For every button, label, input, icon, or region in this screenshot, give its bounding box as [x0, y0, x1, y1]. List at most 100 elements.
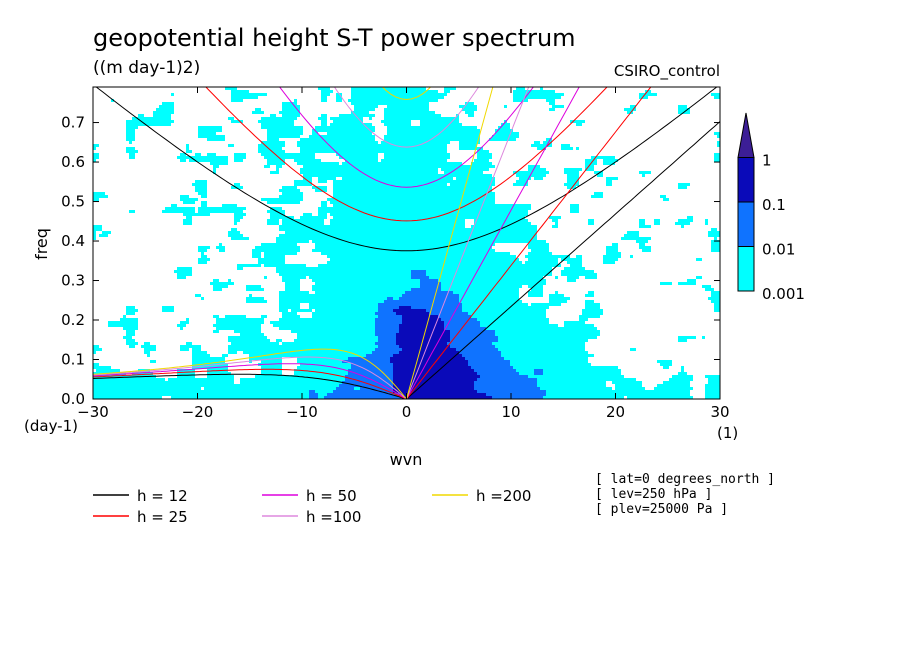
contour-cell	[399, 297, 459, 300]
contour-cell	[546, 393, 690, 396]
contour-cell	[381, 120, 411, 123]
contour-cell	[711, 93, 720, 96]
contour-cell	[210, 162, 228, 165]
x-tick-label: 20	[606, 403, 625, 421]
contour-cell	[606, 177, 618, 180]
contour-cell	[336, 96, 342, 99]
contour-cell	[528, 375, 624, 378]
contour-cell	[258, 144, 285, 147]
contour-cell	[132, 372, 153, 375]
contour-cell	[126, 123, 171, 126]
contour-cell	[516, 180, 528, 183]
contour-cell	[477, 156, 492, 159]
contour-cell	[714, 237, 717, 240]
contour-cell	[426, 309, 462, 312]
contour-cell	[252, 255, 261, 258]
contour-cell	[705, 390, 720, 393]
y-tick-label: 0.4	[61, 232, 85, 250]
contour-cell	[585, 306, 600, 309]
contour-cell	[585, 300, 594, 303]
contour-cell	[261, 315, 267, 318]
contour-cell	[210, 282, 234, 285]
contour-cell	[555, 291, 558, 294]
contour-cell	[309, 135, 375, 138]
contour-cell	[534, 369, 543, 372]
contour-cell	[162, 210, 195, 213]
curve-inertia-gravity-n1-h100	[333, 87, 480, 148]
units-label: ((m day-1)2)	[93, 58, 200, 78]
x-unit-label: (1)	[717, 424, 738, 442]
contour-cell	[294, 369, 348, 372]
contour-cell	[279, 291, 309, 294]
contour-cell	[327, 198, 495, 201]
contour-cell	[294, 99, 297, 102]
contour-cell	[576, 123, 582, 126]
contour-cell	[468, 363, 510, 366]
contour-cell	[603, 261, 615, 264]
contour-cell	[474, 387, 540, 390]
contour-cell	[282, 276, 306, 279]
contour-cell	[213, 168, 216, 171]
contour-cell	[246, 288, 264, 291]
contour-cell	[282, 342, 375, 345]
contour-cell	[294, 159, 321, 162]
contour-cell	[714, 159, 720, 162]
contour-cell	[231, 237, 249, 240]
contour-cell	[591, 156, 615, 159]
contour-cell	[177, 369, 195, 372]
x-tick-label: 10	[501, 403, 520, 421]
contour-cell	[393, 387, 474, 390]
contour-cell	[258, 147, 282, 150]
contour-cell	[510, 363, 591, 366]
contour-cell	[264, 156, 315, 159]
contour-cell	[279, 294, 402, 297]
contour-cell	[708, 231, 720, 234]
contour-cell	[318, 87, 330, 90]
contour-cell	[711, 294, 720, 297]
contour-cell	[279, 306, 300, 309]
contour-cell	[450, 333, 495, 336]
contour-cell	[639, 219, 645, 222]
contour-cell	[654, 219, 660, 222]
contour-cell	[99, 234, 108, 237]
x-tick-label: 30	[710, 403, 729, 421]
y-tick-label: 0.7	[61, 114, 85, 132]
contour-cell	[309, 393, 318, 396]
contour-cell	[444, 90, 450, 93]
contour-cell	[708, 234, 720, 237]
contour-cell	[549, 108, 555, 111]
legend-label: h = 50	[306, 487, 357, 505]
contour-cell	[402, 315, 438, 318]
contour-cell	[249, 354, 366, 357]
contour-cell	[198, 132, 216, 135]
contour-cell	[228, 336, 267, 339]
contour-cell	[540, 387, 612, 390]
contour-cell	[261, 153, 315, 156]
annotation-lat: [ lat=0 degrees_north ]	[595, 472, 775, 487]
contour-cell	[267, 135, 300, 138]
legend-label: h =100	[306, 508, 361, 526]
contour-cell	[276, 240, 309, 243]
contour-cell	[396, 312, 429, 315]
contour-cell	[474, 369, 516, 372]
contour-cell	[552, 105, 564, 108]
contour-cell	[312, 186, 327, 189]
contour-cell	[714, 306, 720, 309]
contour-cell	[459, 300, 522, 303]
contour-cell	[354, 105, 378, 108]
contour-cell	[591, 195, 603, 198]
contour-cell	[303, 213, 312, 216]
contour-cell	[285, 282, 300, 285]
contour-cell	[231, 90, 249, 93]
contour-cell	[561, 147, 573, 150]
contour-cell	[318, 396, 324, 399]
contour-cell	[207, 372, 231, 375]
contour-cell	[201, 255, 207, 258]
contour-cell	[450, 336, 498, 339]
contour-cell	[402, 321, 444, 324]
contour-cell	[165, 207, 195, 210]
curve-kelvin-h100	[406, 87, 530, 399]
contour-cell	[585, 159, 597, 162]
contour-cell	[315, 282, 420, 285]
contour-cell	[606, 249, 618, 252]
